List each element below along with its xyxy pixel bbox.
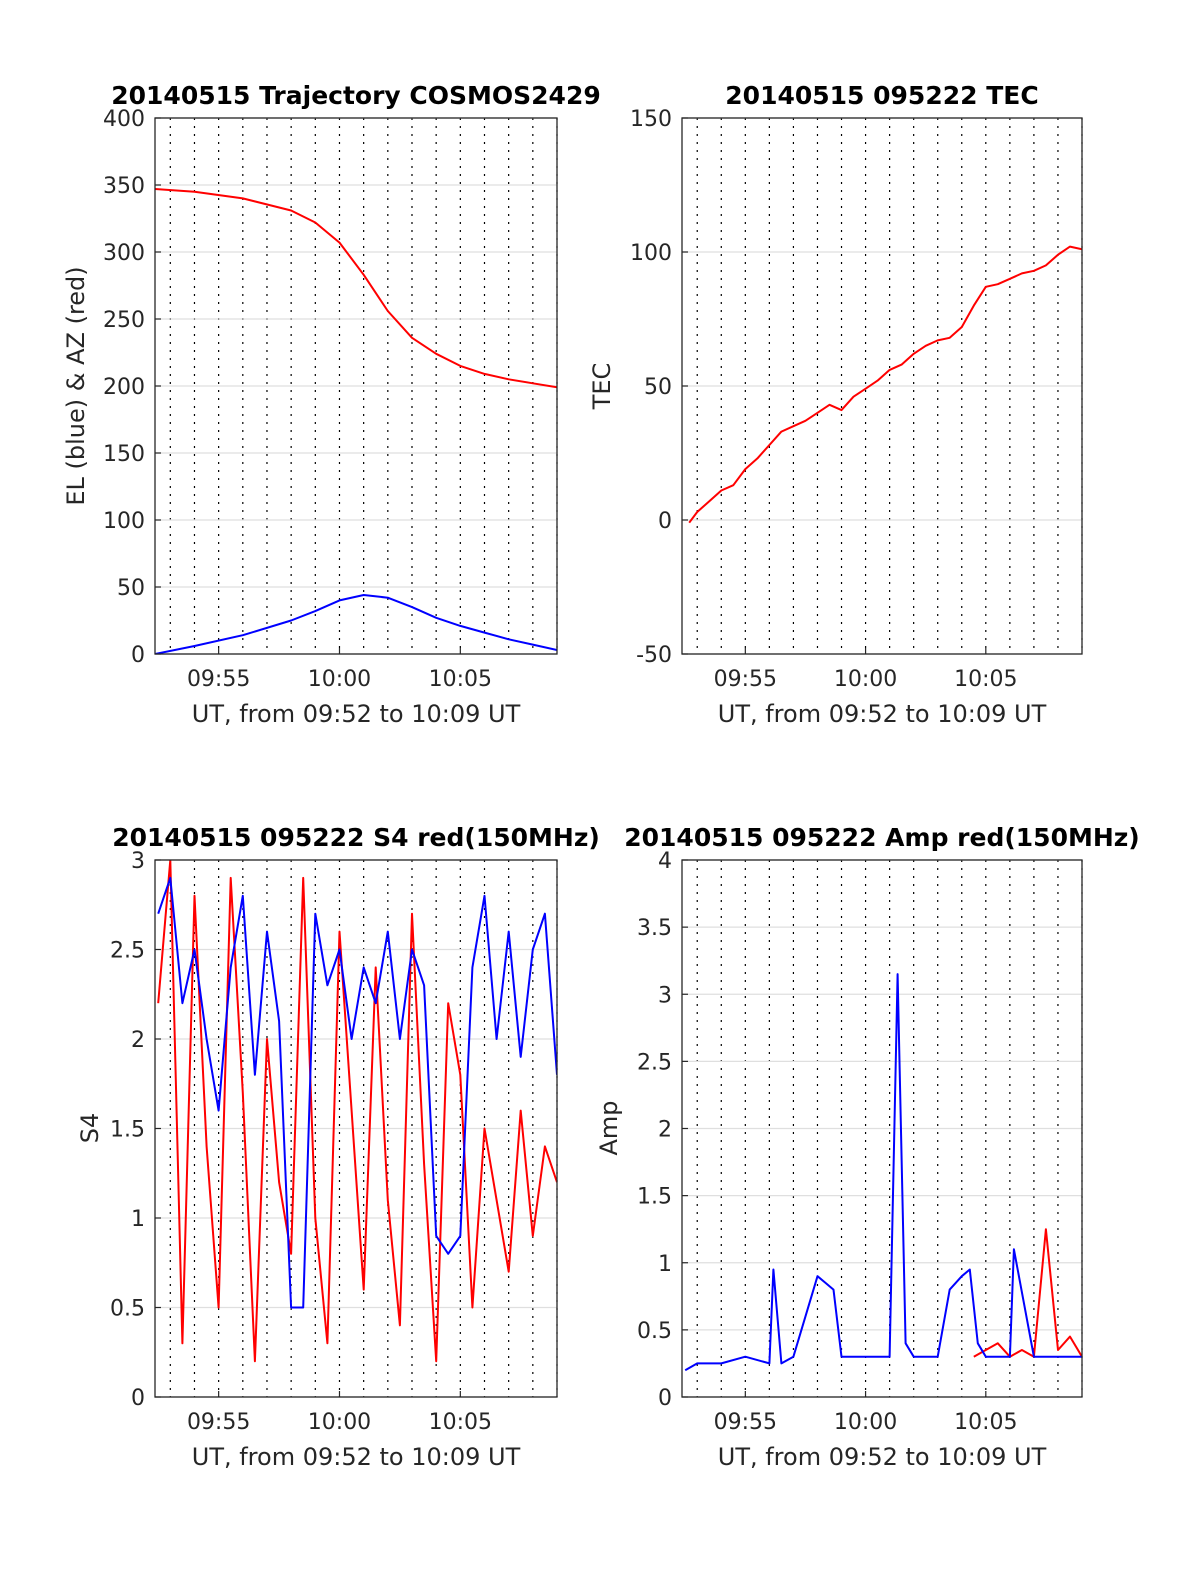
- y-tick-label: 250: [103, 308, 145, 333]
- y-tick-label: 3: [658, 983, 672, 1008]
- chart-title: 20140515 095222 Amp red(150MHz): [624, 823, 1140, 852]
- y-axis-label: Amp: [595, 1100, 623, 1155]
- y-tick-label: 350: [103, 174, 145, 199]
- y-tick-label: 0: [658, 1386, 672, 1411]
- axes-frame: [681, 859, 1083, 1398]
- x-tick-label: 10:05: [429, 1410, 492, 1435]
- y-tick-label: 1: [658, 1252, 672, 1277]
- y-axis-label: EL (blue) & AZ (red): [62, 266, 90, 505]
- x-axis-label: UT, from 09:52 to 10:09 UT: [718, 700, 1047, 728]
- y-tick-label: 2: [131, 1028, 145, 1053]
- x-tick-label: 10:00: [834, 1410, 897, 1435]
- x-tick-label: 10:00: [834, 667, 897, 692]
- series-line: [157, 876, 557, 1309]
- x-tick-label: 09:55: [187, 1410, 250, 1435]
- x-tick-label: 10:00: [308, 667, 371, 692]
- x-tick-label: 10:00: [308, 1410, 371, 1435]
- y-axis-label: S4: [76, 1113, 104, 1144]
- y-tick-label: 150: [630, 107, 672, 132]
- y-tick-label: 2.5: [110, 939, 145, 964]
- x-axis-label: UT, from 09:52 to 10:09 UT: [192, 1443, 521, 1471]
- y-tick-label: 2: [658, 1118, 672, 1143]
- series-line: [155, 188, 557, 389]
- y-tick-label: 1.5: [110, 1118, 145, 1143]
- y-tick-label: 0.5: [637, 1319, 672, 1344]
- series-line: [684, 973, 1082, 1372]
- y-tick-label: -50: [636, 643, 672, 668]
- x-tick-label: 09:55: [714, 667, 777, 692]
- series-line: [157, 860, 557, 1363]
- y-tick-label: 0: [131, 1386, 145, 1411]
- y-tick-label: 0: [131, 643, 145, 668]
- y-tick-label: 150: [103, 442, 145, 467]
- y-tick-label: 100: [630, 241, 672, 266]
- y-tick-label: 100: [103, 509, 145, 534]
- y-tick-label: 50: [117, 576, 145, 601]
- chart-title: 20140515 Trajectory COSMOS2429: [111, 81, 601, 110]
- series-line: [155, 594, 557, 654]
- s4-panel: 20140515 095222 S4 red(150MHz) UT, from …: [76, 823, 600, 1471]
- trajectory-panel: 20140515 Trajectory COSMOS2429 UT, from …: [62, 81, 601, 728]
- axes-frame: [681, 117, 1083, 655]
- chart-title: 20140515 095222 TEC: [725, 81, 1038, 110]
- x-grid: [696, 118, 1083, 654]
- tec-panel: 20140515 095222 TEC UT, from 09:52 to 10…: [588, 81, 1083, 728]
- axes-frame: [154, 859, 558, 1398]
- y-tick-label: 0: [658, 509, 672, 534]
- series-line: [973, 1228, 1082, 1358]
- y-tick-label: 3: [131, 849, 145, 874]
- y-tick-label: 200: [103, 375, 145, 400]
- y-tick-label: 400: [103, 107, 145, 132]
- x-tick-label: 09:55: [187, 667, 250, 692]
- y-tick-label: 1.5: [637, 1185, 672, 1210]
- x-axis-label: UT, from 09:52 to 10:09 UT: [718, 1443, 1047, 1471]
- axes-frame: [154, 117, 558, 655]
- y-tick-label: 300: [103, 241, 145, 266]
- y-tick-label: 4: [658, 849, 672, 874]
- y-tick-label: 0.5: [110, 1297, 145, 1322]
- x-axis-label: UT, from 09:52 to 10:09 UT: [192, 700, 521, 728]
- y-tick-label: 50: [644, 375, 672, 400]
- y-tick-label: 1: [131, 1207, 145, 1232]
- y-tick-label: 2.5: [637, 1050, 672, 1075]
- series-line: [688, 245, 1082, 524]
- amp-panel: 20140515 095222 Amp red(150MHz) UT, from…: [595, 823, 1140, 1471]
- y-tick-label: 3.5: [637, 916, 672, 941]
- x-tick-label: 10:05: [429, 667, 492, 692]
- y-axis-label: TEC: [588, 363, 616, 411]
- x-tick-label: 10:05: [954, 667, 1017, 692]
- x-tick-label: 10:05: [954, 1410, 1017, 1435]
- x-tick-label: 09:55: [714, 1410, 777, 1435]
- chart-title: 20140515 095222 S4 red(150MHz): [112, 823, 600, 852]
